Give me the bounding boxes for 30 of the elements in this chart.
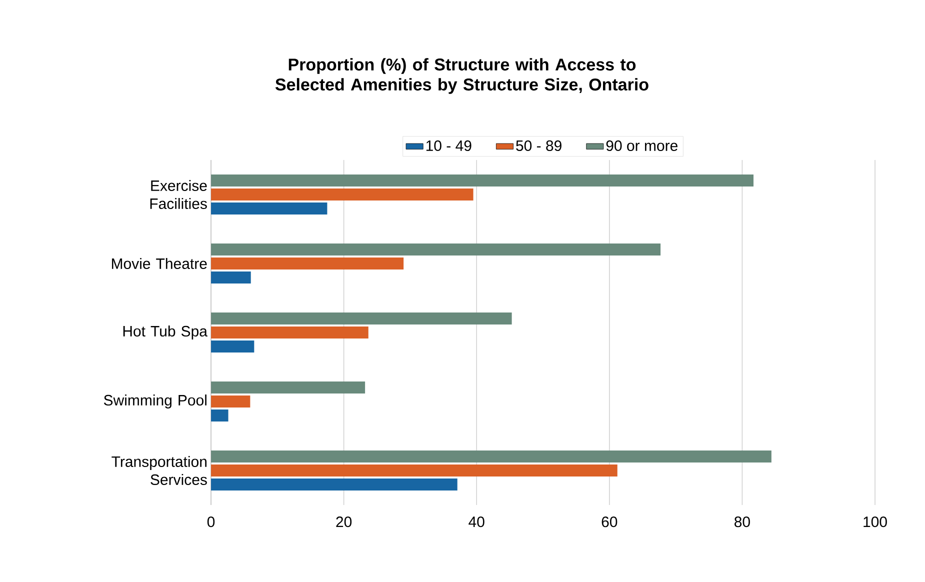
bar	[211, 272, 251, 284]
x-tick-label: 60	[602, 516, 618, 528]
bar	[211, 450, 772, 462]
y-tick-label: Movie Theatre	[112, 258, 207, 270]
y-tick-label: Swimming Pool	[104, 394, 206, 408]
bar	[211, 464, 618, 476]
bar	[211, 382, 366, 394]
bar	[211, 478, 458, 490]
x-tick-label: 40	[468, 516, 484, 528]
bar	[211, 202, 328, 215]
x-tick-label: 80	[734, 516, 750, 528]
bar	[211, 410, 228, 422]
bar	[211, 340, 254, 352]
chart-title: Proportion (%) of Structure with Access to Selected Amenities by Structure Size, Ontario	[275, 58, 648, 94]
y-tick-label: Transportation Services	[112, 456, 207, 486]
bar	[211, 326, 368, 338]
y-tick-label: Hot Tub Spa	[123, 326, 208, 340]
bar	[211, 174, 754, 187]
bar	[211, 312, 512, 325]
x-tick-label: 100	[864, 516, 887, 528]
bar	[211, 188, 474, 201]
legend-label: 10 - 49	[426, 140, 472, 151]
x-tick-label: 0	[207, 516, 215, 528]
bar	[211, 244, 661, 256]
bar	[211, 258, 404, 270]
legend-label: 90 or more	[606, 140, 678, 151]
y-tick-label: Exercise Facilities	[150, 180, 207, 210]
bar	[211, 396, 250, 408]
x-tick-label: 20	[336, 516, 352, 528]
legend-label: 50 - 89	[516, 140, 562, 151]
